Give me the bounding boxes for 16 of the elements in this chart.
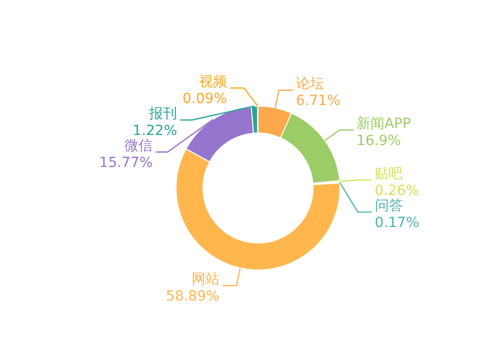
data-label: 58.89% (166, 288, 220, 305)
data-label: 0.26% (374, 183, 420, 200)
slice-label: 贴吧 (374, 166, 403, 182)
slice-label: 新闻APP (356, 116, 411, 132)
slice-label: 网站 (191, 272, 220, 288)
data-label: 1.22% (132, 123, 178, 139)
data-label: 16.9% (356, 133, 401, 150)
data-label: 6.71% (296, 93, 340, 110)
slice-label: 论坛 (296, 76, 324, 92)
slice-label: 视频 (199, 74, 227, 90)
data-label: 0.09% (182, 91, 227, 107)
slice-label: 报刊 (148, 106, 178, 122)
data-label: 15.77% (99, 155, 153, 171)
slice-label: 问答 (374, 198, 403, 214)
data-label: 0.17% (374, 215, 420, 232)
slice-label: 微信 (124, 138, 153, 154)
